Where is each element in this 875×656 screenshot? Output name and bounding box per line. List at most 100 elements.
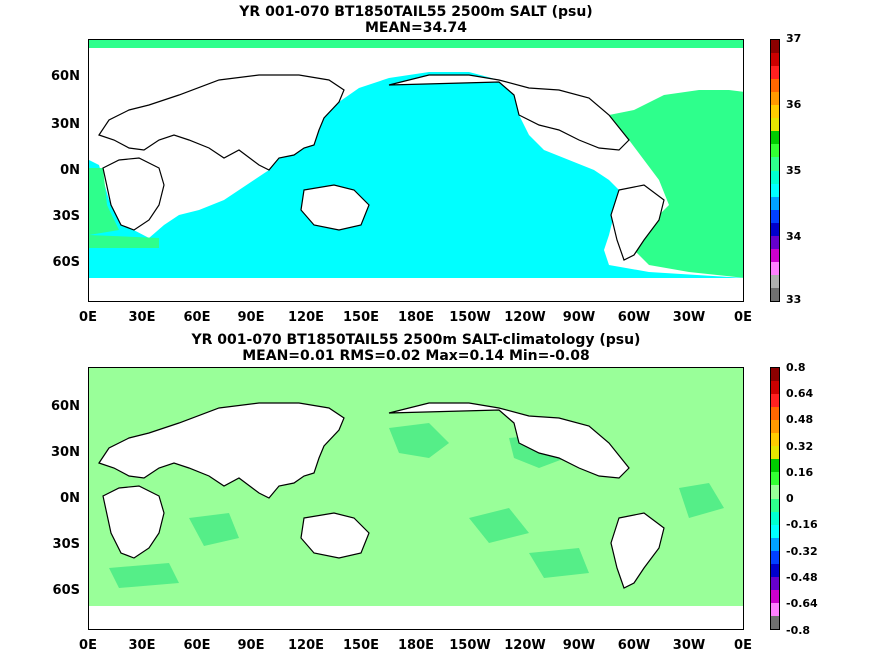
arctic-band (89, 40, 743, 48)
bottom-colorbar-segment (771, 472, 779, 486)
bottom-cbar-label-7: -0.32 (786, 545, 818, 558)
top-colorbar-segment (771, 209, 779, 224)
top-map-panel (88, 39, 744, 302)
bottom-colorbar-segment (771, 602, 779, 617)
top-colorbar-segment (771, 287, 779, 302)
australia-b (300, 512, 370, 559)
top-ylabel-60s: 60S (52, 255, 80, 270)
bottom-cbar-label-3: 0.32 (786, 440, 814, 453)
bottom-cbar-label-2: 0.48 (786, 413, 814, 426)
top-title-line1: YR 001-070 BT1850TAIL55 2500m SALT (psu) (239, 4, 593, 20)
top-xlabel-180e: 180E (397, 310, 435, 325)
bottom-colorbar-segment (771, 381, 779, 395)
top-xlabel-90w: 90W (562, 310, 596, 325)
bottom-colorbar-segment (771, 511, 779, 526)
anomaly-patch-1 (389, 423, 449, 458)
bottom-xlabel-90e: 90E (237, 638, 265, 653)
antarctica-b (89, 606, 743, 629)
bottom-cbar-label-6: -0.16 (786, 518, 818, 531)
continents-bottom (98, 402, 665, 589)
bottom-ylabel-30s: 30S (52, 537, 80, 552)
australia (300, 184, 370, 231)
bottom-colorbar-segment (771, 589, 779, 604)
bottom-colorbar-segment (771, 524, 779, 539)
bottom-xlabel-120e: 120E (287, 638, 325, 653)
top-colorbar-segment (771, 261, 779, 276)
top-colorbar-segment (771, 274, 779, 289)
bottom-xlabel-60w: 60W (617, 638, 651, 653)
south-america-b (610, 512, 665, 589)
top-xlabel-150e: 150E (342, 310, 380, 325)
bottom-xlabel-180e: 180E (397, 638, 435, 653)
eurasia-b (98, 402, 345, 499)
top-xlabel-0e-end: 0E (734, 310, 752, 325)
top-colorbar-segment (771, 157, 779, 171)
top-cbar-label-34: 34 (786, 230, 802, 243)
bottom-map-panel (88, 367, 744, 630)
bottom-colorbar (770, 367, 780, 630)
anomaly-patch-3 (189, 513, 239, 546)
top-colorbar-segment (771, 105, 779, 119)
bottom-cbar-label-9: -0.64 (786, 597, 818, 610)
top-ylabel-0n: 0N (60, 163, 80, 178)
top-colorbar-segment (771, 170, 779, 185)
atlantic-ocean (609, 90, 743, 278)
bottom-colorbar-segment (771, 498, 779, 513)
top-colorbar-segment (771, 183, 779, 198)
ocean-anomaly (89, 368, 743, 606)
bottom-title-line1: YR 001-070 BT1850TAIL55 2500m SALT-clima… (191, 332, 641, 348)
top-xlabel-30w: 30W (672, 310, 706, 325)
top-colorbar-segment (771, 196, 779, 211)
top-xlabel-60e: 60E (183, 310, 211, 325)
bottom-colorbar-segment (771, 537, 779, 552)
top-ylabel-30n: 30N (51, 117, 80, 132)
top-xlabel-120e: 120E (287, 310, 325, 325)
bottom-ylabel-60s: 60S (52, 583, 80, 598)
top-cbar-label-33: 33 (786, 293, 802, 306)
top-xlabel-150w: 150W (449, 310, 491, 325)
africa (102, 157, 165, 231)
top-xlabel-0e: 0E (79, 310, 97, 325)
bottom-ylabel-30n: 30N (51, 445, 80, 460)
top-colorbar-segment (771, 131, 779, 145)
bottom-colorbar-segment (771, 576, 779, 591)
antarctica (89, 278, 743, 301)
top-cbar-label-35: 35 (786, 164, 802, 177)
top-colorbar-segment (771, 66, 779, 80)
top-colorbar-segment (771, 53, 779, 67)
top-ylabel-60n: 60N (51, 69, 80, 84)
bottom-colorbar-segment (771, 368, 779, 382)
top-xlabel-30e: 30E (128, 310, 156, 325)
bottom-xlabel-60e: 60E (183, 638, 211, 653)
top-map (89, 40, 743, 301)
top-xlabel-60w: 60W (617, 310, 651, 325)
bottom-ylabel-60n: 60N (51, 399, 80, 414)
bottom-colorbar-segment (771, 550, 779, 565)
bottom-xlabel-150w: 150W (449, 638, 491, 653)
bottom-xlabel-120w: 120W (504, 638, 546, 653)
top-colorbar (770, 39, 780, 302)
anomaly-patch-6 (679, 483, 724, 518)
bottom-colorbar-segment (771, 446, 779, 460)
south-america (610, 184, 665, 261)
bottom-xlabel-0e-end: 0E (734, 638, 752, 653)
continents-top (98, 74, 665, 261)
top-xlabel-90e: 90E (237, 310, 265, 325)
bottom-colorbar-segment (771, 433, 779, 447)
bottom-cbar-label-8: -0.48 (786, 571, 818, 584)
top-colorbar-segment (771, 222, 779, 237)
bottom-cbar-label-5: 0 (786, 492, 794, 505)
top-xlabel-120w: 120W (504, 310, 546, 325)
bottom-colorbar-segment (771, 615, 779, 630)
bottom-title-line2: MEAN=0.01 RMS=0.02 Max=0.14 Min=-0.08 (242, 348, 590, 364)
pacific-indian-ocean (89, 72, 743, 301)
anomaly-patch-7 (109, 563, 179, 588)
top-colorbar-segment (771, 92, 779, 106)
top-ylabel-30s: 30S (52, 209, 80, 224)
top-colorbar-segment (771, 248, 779, 263)
bottom-colorbar-segment (771, 459, 779, 473)
bottom-colorbar-segment (771, 394, 779, 408)
top-cbar-label-37: 37 (786, 32, 802, 45)
africa-b (102, 485, 165, 559)
bottom-cbar-label-0: 0.8 (786, 361, 806, 374)
